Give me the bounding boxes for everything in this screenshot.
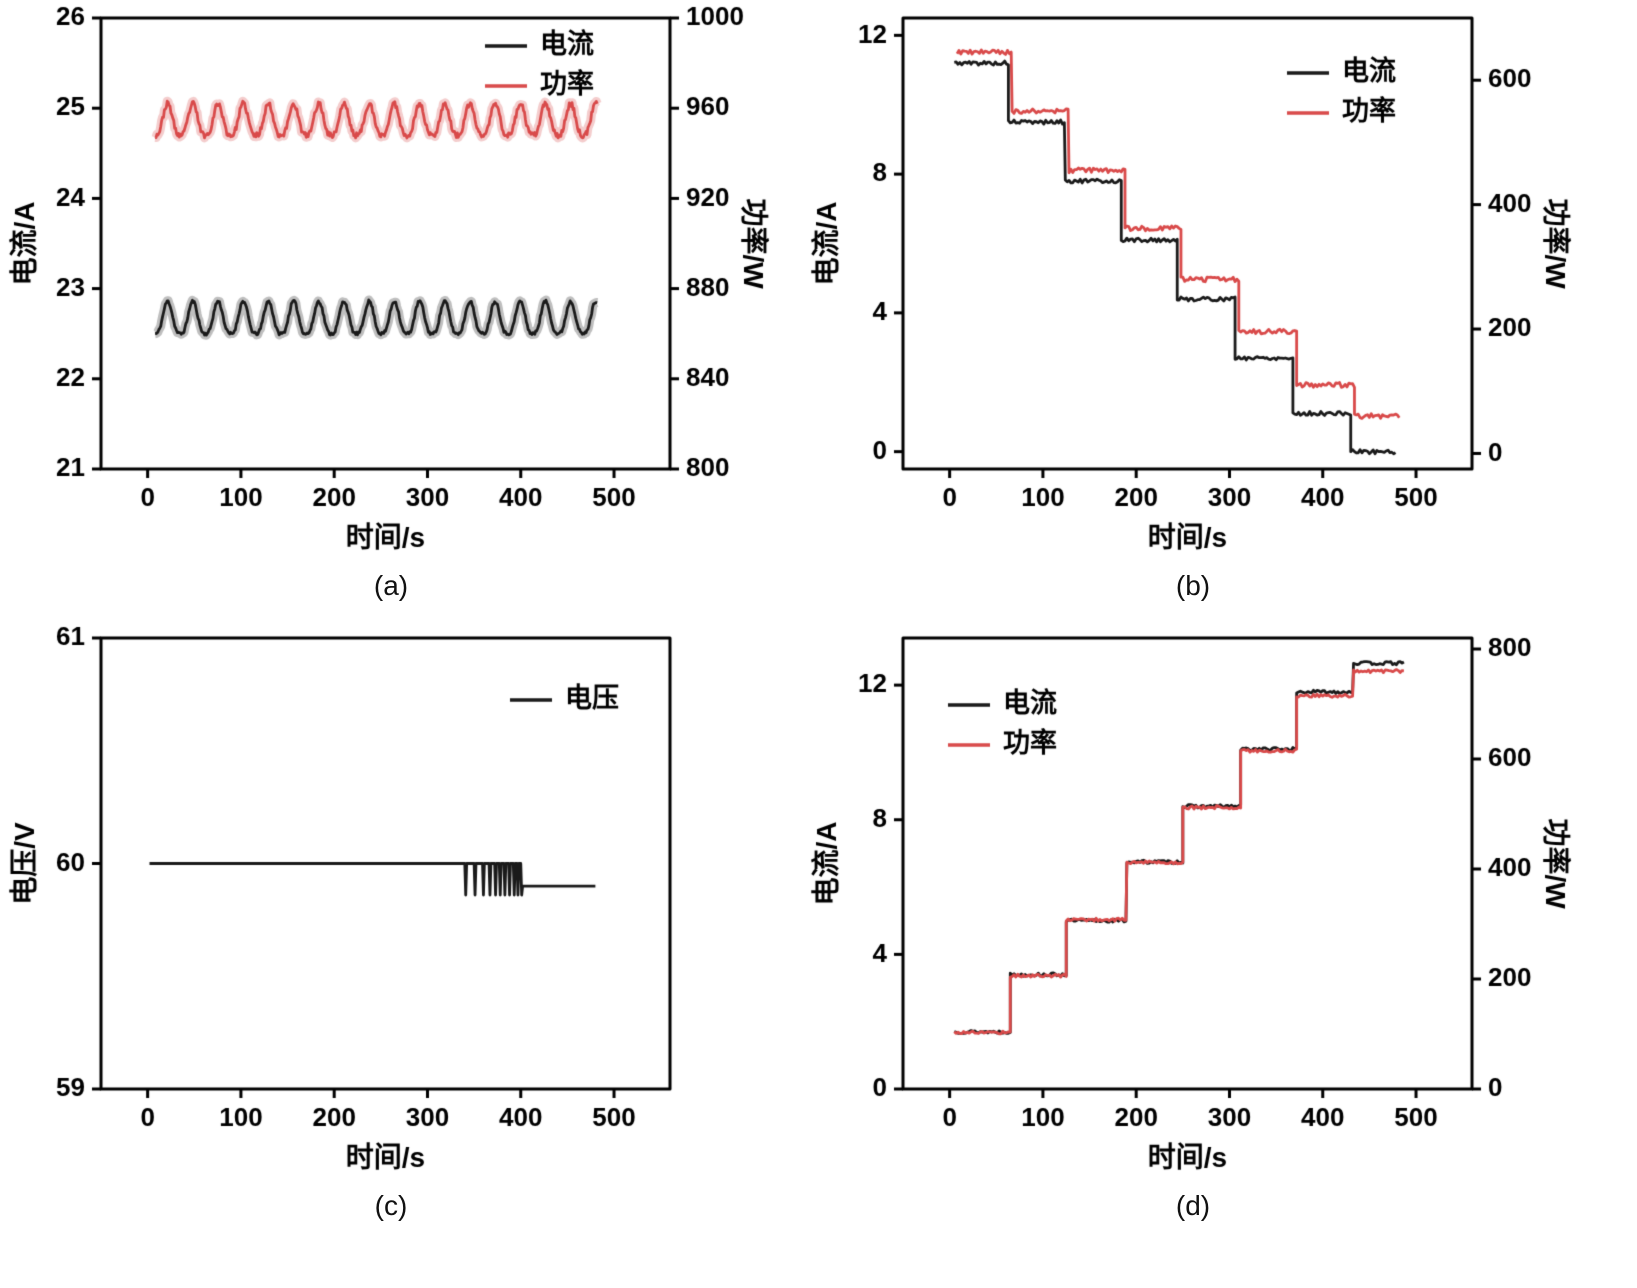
caption-d: (d) — [1175, 1190, 1211, 1221]
panel-a: (a) — [6, 4, 776, 614]
caption-a: (a) — [373, 570, 409, 601]
chart-a-canvas — [6, 4, 776, 564]
chart-c-canvas — [6, 624, 776, 1184]
panel-c: (c) — [6, 624, 776, 1234]
panel-b: (b) — [808, 4, 1578, 614]
caption-c: (c) — [374, 1190, 408, 1221]
chart-b-canvas — [808, 4, 1578, 564]
panel-d: (d) — [808, 624, 1578, 1234]
chart-d-canvas — [808, 624, 1578, 1184]
caption-b: (b) — [1175, 570, 1211, 601]
